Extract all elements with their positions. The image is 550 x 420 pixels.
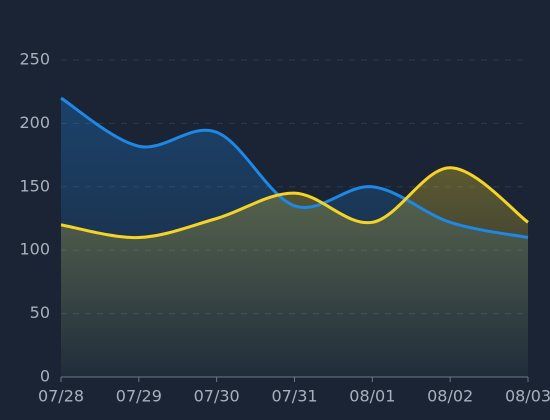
area: [61, 167, 528, 377]
line: [60, 96, 529, 239]
y-tick-label: 250: [19, 50, 50, 69]
x-tick-label: 08/01: [349, 387, 395, 406]
x-tick-label: 07/31: [271, 387, 317, 406]
x-tick-label: 07/28: [38, 387, 84, 406]
y-tick-label: 200: [19, 113, 50, 132]
x-tick-label: 08/03: [505, 387, 550, 406]
y-tick-label: 100: [19, 240, 50, 259]
y-tick-label: 0: [40, 367, 50, 386]
y-tick-label: 150: [19, 176, 50, 195]
x-tick-label: 07/29: [116, 387, 162, 406]
y-tick-label: 50: [30, 303, 50, 322]
x-tick-label: 08/02: [427, 387, 473, 406]
x-tick-label: 07/30: [194, 387, 240, 406]
line: [60, 166, 529, 240]
